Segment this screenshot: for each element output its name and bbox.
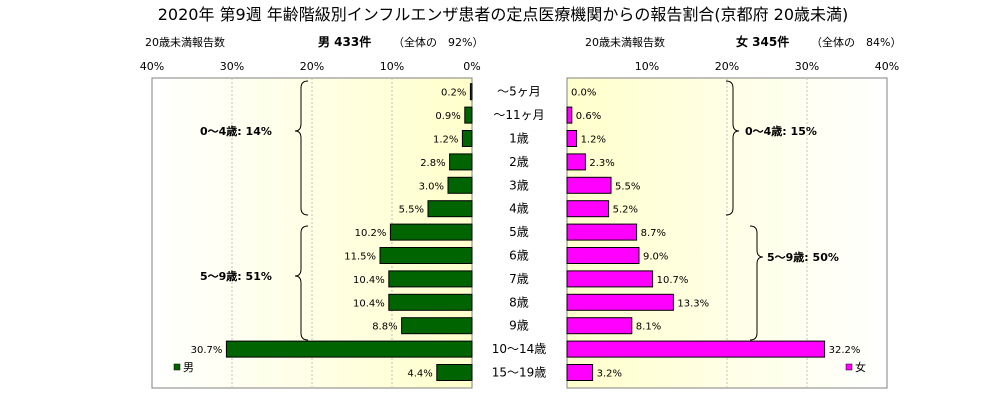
category-label: 2歳 — [509, 155, 529, 169]
male-data-label: 10.4% — [353, 275, 385, 286]
male-bar — [436, 364, 473, 381]
female-data-label: 0.6% — [576, 111, 601, 122]
legend-female-swatch — [845, 363, 853, 371]
female-data-label: 8.1% — [636, 322, 661, 333]
female-share: （全体の 84%） — [811, 35, 901, 49]
female-data-label: 9.0% — [643, 252, 668, 263]
male-group-0-4: 0～4歳: 14% — [200, 124, 272, 138]
male-data-label: 11.5% — [344, 252, 376, 263]
female-bar — [566, 130, 578, 147]
category-label: 7歳 — [509, 272, 529, 286]
male-data-label: 1.2% — [433, 135, 458, 146]
male-data-label: 30.7% — [191, 345, 223, 356]
female-data-label: 1.2% — [581, 135, 606, 146]
male-subtitle: 20歳未満報告数 — [145, 36, 225, 49]
female-bar — [566, 247, 640, 264]
male-bar — [379, 247, 473, 264]
legend-female-label: 女 — [855, 360, 866, 374]
tick-label: 30% — [795, 60, 819, 73]
female-bar — [566, 317, 633, 335]
female-bar — [566, 223, 638, 241]
female-group-0-4: 0～4歳: 15% — [745, 124, 817, 138]
tick-label: 10% — [635, 60, 659, 73]
female-data-label: 0.0% — [571, 88, 596, 99]
female-bar — [566, 293, 674, 311]
male-bar — [389, 223, 473, 241]
tick-label: 20% — [715, 60, 739, 73]
male-bar — [449, 153, 473, 171]
category-label: 3歳 — [509, 178, 529, 192]
female-bar — [566, 176, 612, 194]
male-bar — [388, 270, 473, 288]
male-data-label: 5.5% — [399, 205, 424, 216]
chart-title: 2020年 第9週 年齢階級別インフルエンザ患者の定点医療機関からの報告割合(京… — [158, 5, 849, 24]
tick-label: 30% — [220, 60, 244, 73]
female-brace-0-4 — [725, 80, 740, 216]
male-data-label: 2.8% — [420, 158, 445, 169]
category-label: 9歳 — [509, 319, 529, 333]
female-data-label: 10.7% — [657, 275, 689, 286]
male-data-label: 0.2% — [441, 88, 466, 99]
female-subtitle: 20歳未満報告数 — [585, 36, 665, 49]
female-bar — [566, 200, 610, 218]
male-brace-0-4 — [294, 80, 309, 216]
male-bar — [388, 293, 473, 311]
category-label: 15～19歳 — [492, 366, 547, 380]
tick-label: 0% — [463, 60, 480, 73]
female-bar — [566, 106, 573, 124]
female-data-label: 2.3% — [589, 158, 614, 169]
female-count: 女 345件 — [736, 34, 789, 49]
category-label: 1歳 — [509, 132, 529, 146]
male-data-label: 3.0% — [419, 181, 444, 192]
legend-male-swatch — [173, 363, 181, 371]
category-label: 8歳 — [509, 295, 529, 309]
female-data-label: 32.2% — [829, 345, 861, 356]
female-data-label: 8.7% — [641, 228, 666, 239]
tick-label: 40% — [140, 60, 164, 73]
category-label: ～11ヶ月 — [493, 108, 544, 122]
legend-male-label: 男 — [183, 361, 194, 374]
male-data-label: 0.9% — [435, 111, 460, 122]
tick-label: 20% — [300, 60, 324, 73]
male-data-label: 8.8% — [372, 322, 397, 333]
male-group-5-9: 5～9歳: 51% — [200, 269, 272, 283]
category-label: 4歳 — [509, 202, 529, 216]
category-label: 10～14歳 — [492, 342, 547, 356]
male-bar — [447, 176, 473, 194]
female-data-label: 3.2% — [597, 369, 622, 380]
female-bar — [566, 153, 586, 171]
category-label: ～5ヶ月 — [497, 85, 541, 99]
female-data-label: 5.5% — [615, 181, 640, 192]
male-data-label: 4.4% — [407, 369, 432, 380]
category-label: 6歳 — [509, 249, 529, 263]
female-data-label: 5.2% — [613, 205, 638, 216]
male-share: （全体の 92%） — [393, 35, 483, 49]
female-bar — [566, 270, 654, 288]
tick-label: 10% — [380, 60, 404, 73]
male-bar — [225, 340, 473, 358]
male-bar — [464, 106, 473, 124]
male-brace-5-9 — [294, 225, 309, 341]
male-bar — [401, 317, 473, 335]
female-bar — [566, 364, 594, 381]
female-group-5-9: 5～9歳: 50% — [767, 250, 839, 264]
female-data-label: 13.3% — [677, 298, 709, 309]
male-bar — [427, 200, 473, 218]
female-brace-5-9 — [749, 225, 764, 341]
category-label: 5歳 — [509, 225, 529, 239]
male-data-label: 10.2% — [355, 228, 387, 239]
female-bar — [566, 340, 826, 358]
male-bar — [469, 83, 473, 101]
tick-label: 40% — [875, 60, 899, 73]
male-data-label: 10.4% — [353, 298, 385, 309]
male-count: 男 433件 — [318, 34, 371, 49]
male-bar — [461, 130, 473, 147]
